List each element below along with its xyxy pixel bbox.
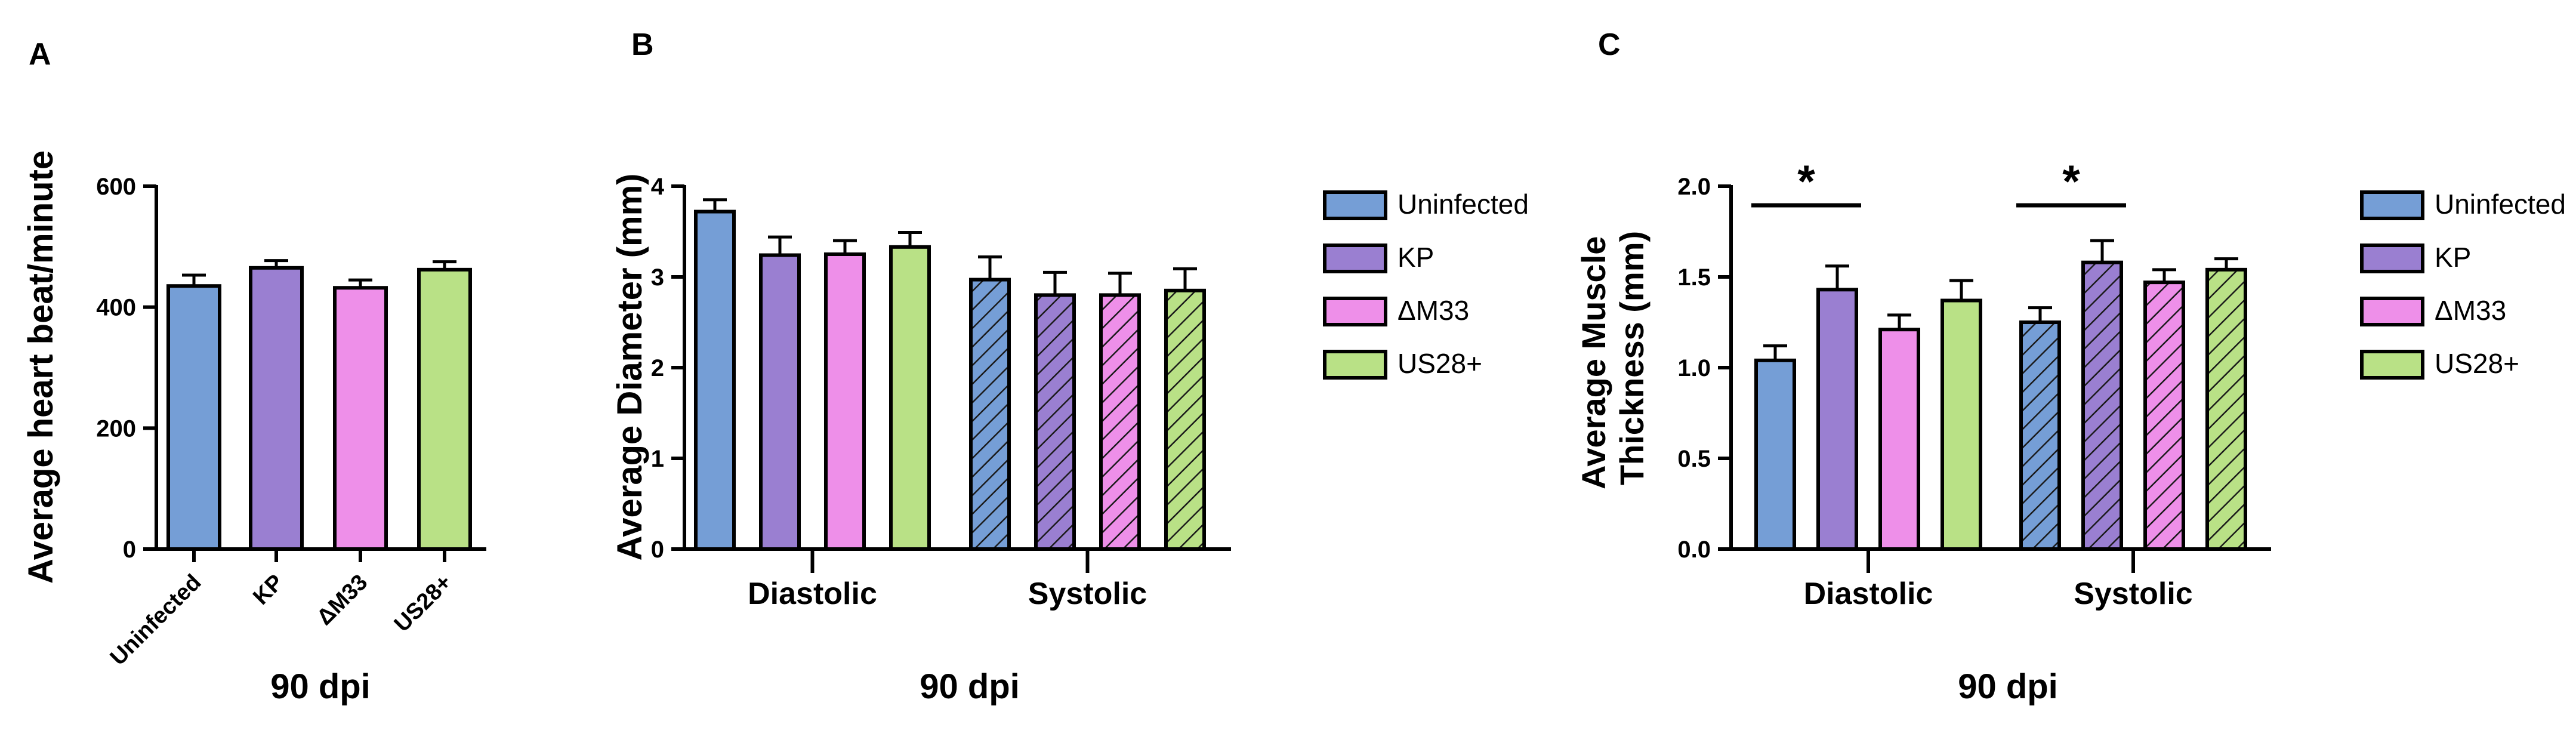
panel-b-legend: Uninfected KP ΔM33 US28+ xyxy=(1323,189,1529,380)
panel-a-bar-m33 xyxy=(333,286,388,551)
legend-label-m33: ΔM33 xyxy=(1397,295,1469,326)
y-tick-label: 200 xyxy=(96,415,136,442)
legend-label-us28: US28+ xyxy=(2435,348,2519,379)
panel-c-bar-systolic-m33 xyxy=(2143,281,2185,551)
legend-swatch-uninfected xyxy=(1323,190,1387,220)
panel-c-significance: * * xyxy=(1751,156,2126,208)
panel-c-letter: C xyxy=(1598,27,1621,62)
panel-c-y-label: Average Muscle Thickness (mm) xyxy=(1575,227,1651,489)
panel-b-y-label: Average Diameter (mm) xyxy=(610,174,649,561)
legend-swatch-m33 xyxy=(2360,297,2424,326)
panel-b-bar-systolic-m33 xyxy=(1099,293,1141,551)
panel-c-y-label-line-1: Average Muscle xyxy=(1575,236,1612,489)
panel-a-bar-kp xyxy=(249,266,304,551)
y-tick-label: 0.5 xyxy=(1677,446,1711,472)
legend-swatch-us28 xyxy=(1323,350,1387,380)
legend-swatch-kp xyxy=(1323,243,1387,273)
panel-a-y-label: Average heart beat/minute xyxy=(21,150,60,584)
panel-b-bar-systolic-kp xyxy=(1034,293,1076,551)
legend-swatch-m33 xyxy=(1323,297,1387,326)
x-category-label: US28+ xyxy=(390,570,457,637)
panel-b: B 0 1 2 3 4 Diastolic Systolic Average Diamet… xyxy=(610,27,1529,706)
x-category-label: Uninfected xyxy=(106,570,206,671)
y-tick-label: 4 xyxy=(651,174,665,200)
panel-a-letter: A xyxy=(29,37,51,72)
panel-c-y-ticks: 0.0 0.5 1.0 1.5 2.0 xyxy=(1677,174,1731,563)
legend-swatch-kp xyxy=(2360,243,2424,273)
y-tick-label: 600 xyxy=(96,174,136,200)
panel-a-y-ticks: 0 200 400 600 xyxy=(96,174,156,563)
legend-label-kp: KP xyxy=(1397,242,1434,273)
panel-b-bar-systolic-uninfected xyxy=(969,278,1011,551)
panel-c-group-labels: Diastolic Systolic xyxy=(1804,549,2193,611)
y-tick-label: 0 xyxy=(123,537,136,563)
group-label-systolic: Systolic xyxy=(1028,577,1147,611)
y-tick-label: 0 xyxy=(651,537,664,563)
panel-c-legend: Uninfected KP ΔM33 US28+ xyxy=(2360,189,2566,380)
panel-a-bars xyxy=(166,259,472,551)
y-tick-label: 400 xyxy=(96,295,136,321)
x-category-label: KP xyxy=(248,570,288,610)
panel-a-x-label: 90 dpi xyxy=(270,667,371,706)
group-label-diastolic: Diastolic xyxy=(748,577,877,611)
panel-b-bars xyxy=(694,198,1206,551)
panel-c-x-label: 90 dpi xyxy=(1958,667,2058,706)
panel-b-letter: B xyxy=(631,27,654,62)
legend-label-kp: KP xyxy=(2435,242,2471,273)
panel-a-bar-us28 xyxy=(417,267,472,551)
y-tick-label: 3 xyxy=(651,264,664,291)
panel-a: A 0 200 400 600 Uninfected KP ΔM33 US28+ Avera… xyxy=(21,37,486,706)
panel-b-bar-systolic-us28 xyxy=(1164,288,1206,551)
panel-c-bar-diastolic-m33 xyxy=(1878,328,1920,551)
panel-a-bar-uninfected xyxy=(166,284,221,551)
panel-a-x-categories: Uninfected KP ΔM33 US28+ xyxy=(106,549,457,671)
panel-b-bar-diastolic-uninfected xyxy=(694,209,736,551)
legend-label-m33: ΔM33 xyxy=(2435,295,2506,326)
panel-c-y-label-line-2: Thickness (mm) xyxy=(1613,231,1651,485)
panel-c-bar-systolic-kp xyxy=(2081,260,2123,551)
panel-c-bar-diastolic-kp xyxy=(1816,288,1858,551)
panel-b-group-labels: Diastolic Systolic xyxy=(748,549,1147,611)
y-tick-label: 2.0 xyxy=(1677,174,1711,200)
y-tick-label: 1.5 xyxy=(1677,264,1711,291)
panel-c-bar-diastolic-uninfected xyxy=(1754,358,1796,551)
y-tick-label: 0.0 xyxy=(1677,537,1711,563)
panel-c-bar-diastolic-us28 xyxy=(1941,298,1982,551)
panel-b-y-ticks: 0 1 2 3 4 xyxy=(651,174,684,563)
legend-swatch-us28 xyxy=(2360,350,2424,380)
legend-label-us28: US28+ xyxy=(1397,348,1482,379)
panel-c-bar-systolic-uninfected xyxy=(2019,320,2061,551)
panel-b-bar-diastolic-kp xyxy=(759,253,801,551)
y-tick-label: 2 xyxy=(651,355,664,381)
panel-c: C 0.00.51.01.52.0 Diastolic Systolic * * A… xyxy=(1575,27,2566,706)
panel-c-bar-systolic-us28 xyxy=(2205,267,2247,551)
panel-b-x-label: 90 dpi xyxy=(920,667,1020,706)
legend-label-uninfected: Uninfected xyxy=(1397,189,1529,220)
panel-c-bars xyxy=(1754,239,2247,551)
group-label-diastolic: Diastolic xyxy=(1804,577,1933,611)
legend-label-uninfected: Uninfected xyxy=(2435,189,2566,220)
x-category-label: ΔM33 xyxy=(312,570,372,630)
legend-swatch-uninfected xyxy=(2360,190,2424,220)
group-label-systolic: Systolic xyxy=(2074,577,2192,611)
panel-b-bar-diastolic-m33 xyxy=(824,252,866,551)
significance-star-diastolic: * xyxy=(1797,156,1815,207)
y-tick-label: 1.0 xyxy=(1677,355,1711,381)
panel-b-bar-diastolic-us28 xyxy=(889,245,931,551)
significance-star-systolic: * xyxy=(2062,156,2080,207)
y-tick-label: 1 xyxy=(651,446,664,472)
